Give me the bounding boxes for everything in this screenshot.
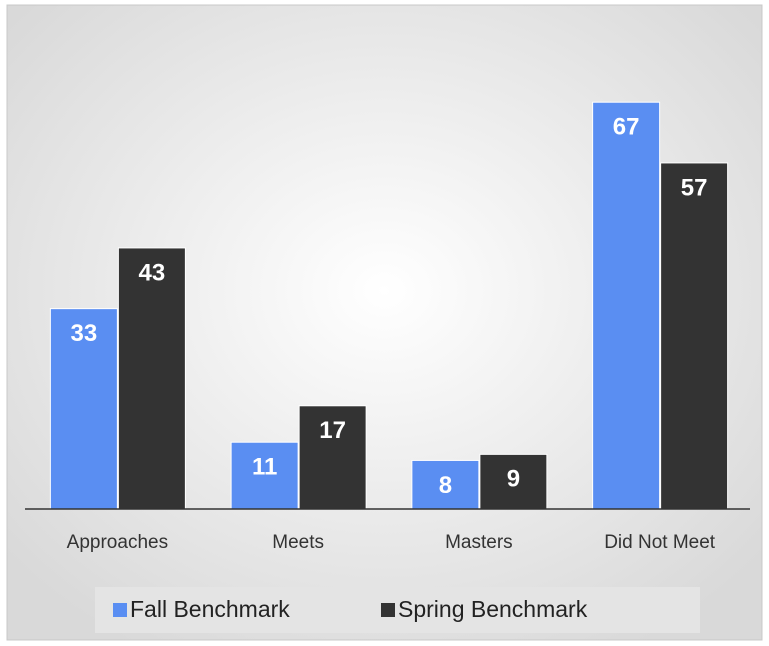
- legend-swatch: [113, 603, 127, 617]
- data-label: 11: [252, 454, 277, 481]
- bar: [230, 441, 299, 510]
- legend-label: Spring Benchmark: [398, 596, 588, 622]
- legend-box: [95, 587, 700, 633]
- x-tick-label: Approaches: [67, 532, 168, 553]
- data-label: 67: [613, 114, 640, 141]
- bar: [49, 308, 118, 510]
- data-label: 43: [139, 259, 166, 286]
- data-label: 57: [681, 174, 708, 201]
- legend-swatch: [381, 603, 395, 617]
- x-tick-label: Meets: [272, 532, 324, 553]
- bar: [592, 101, 661, 510]
- bar: [660, 162, 729, 510]
- data-label: 8: [439, 472, 452, 499]
- x-tick-label: Did Not Meet: [604, 532, 716, 553]
- data-label: 9: [507, 466, 520, 493]
- x-tick-label: Masters: [445, 532, 513, 553]
- data-label: 17: [319, 417, 346, 444]
- legend-label: Fall Benchmark: [130, 596, 290, 622]
- bar: [117, 247, 186, 510]
- data-label: 33: [71, 320, 98, 347]
